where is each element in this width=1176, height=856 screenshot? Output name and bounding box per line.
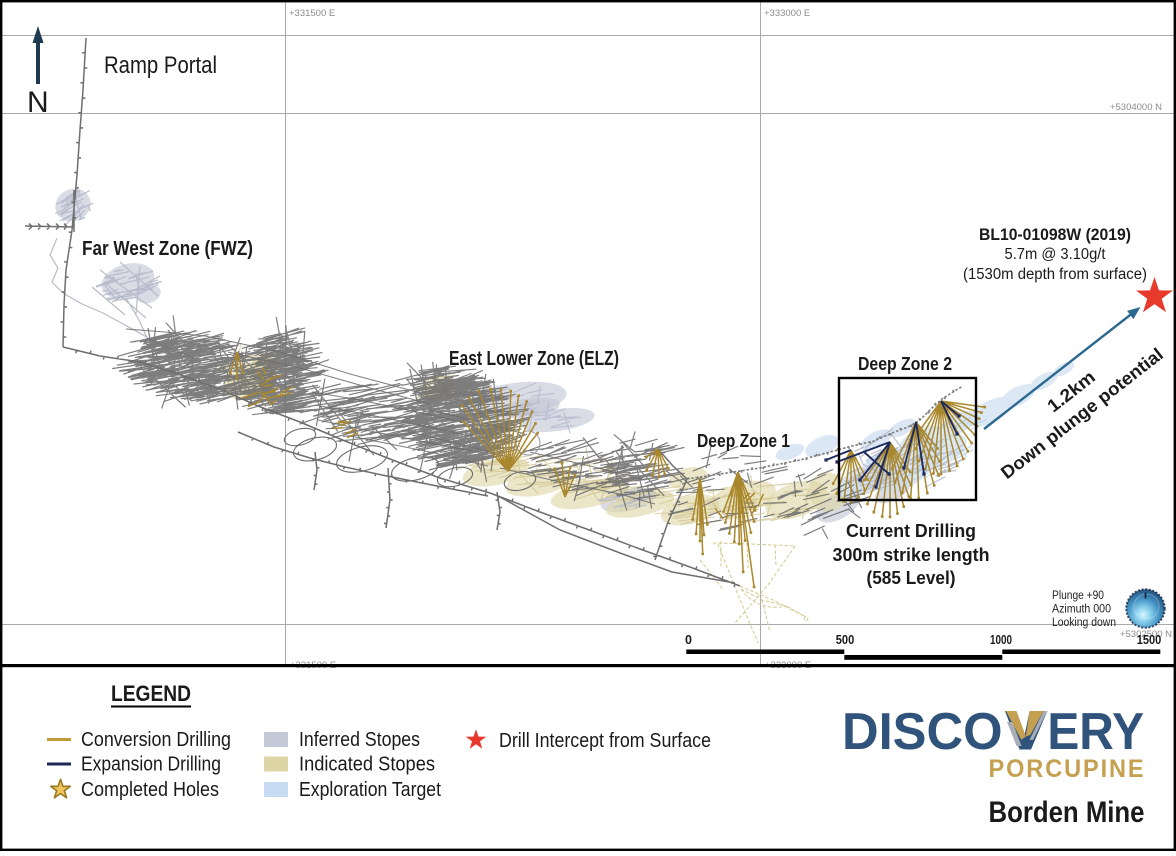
svg-text:1000: 1000 xyxy=(990,633,1012,647)
svg-text:Completed Holes: Completed Holes xyxy=(81,779,219,801)
svg-text:Far West Zone (FWZ): Far West Zone (FWZ) xyxy=(82,238,253,260)
svg-text:BL10-01098W (2019): BL10-01098W (2019) xyxy=(979,226,1131,244)
svg-text:N: N xyxy=(27,86,49,119)
svg-text:(1530m depth from surface): (1530m depth from surface) xyxy=(963,266,1147,283)
svg-text:Deep Zone 1: Deep Zone 1 xyxy=(697,431,790,451)
svg-text:500: 500 xyxy=(836,633,855,647)
svg-text:ERY: ERY xyxy=(1047,703,1144,761)
svg-text:Plunge +90: Plunge +90 xyxy=(1052,590,1104,602)
svg-text:+331500 E: +331500 E xyxy=(289,8,335,19)
svg-text:LEGEND: LEGEND xyxy=(111,681,191,706)
svg-text:+5302500 N: +5302500 N xyxy=(1120,629,1172,640)
svg-text:East Lower Zone (ELZ): East Lower Zone (ELZ) xyxy=(449,348,619,370)
svg-text:1500: 1500 xyxy=(1137,633,1162,647)
svg-text:PORCUPINE: PORCUPINE xyxy=(989,755,1146,783)
svg-text:Drill Intercept from Surface: Drill Intercept from Surface xyxy=(499,730,711,752)
svg-text:300m strike length: 300m strike length xyxy=(833,545,990,565)
svg-text:0: 0 xyxy=(685,633,692,647)
svg-text:Indicated Stopes: Indicated Stopes xyxy=(299,754,435,776)
svg-text:Azimuth 000: Azimuth 000 xyxy=(1052,604,1111,616)
svg-text:+5304000 N: +5304000 N xyxy=(1110,102,1162,113)
svg-text:DISCO: DISCO xyxy=(842,703,1003,761)
svg-text:5.7m @ 3.10g/t: 5.7m @ 3.10g/t xyxy=(1005,246,1107,263)
svg-text:Deep Zone 2: Deep Zone 2 xyxy=(858,354,952,374)
svg-text:Current Drilling: Current Drilling xyxy=(846,521,976,541)
svg-text:Expansion Drilling: Expansion Drilling xyxy=(81,754,221,776)
svg-text:Ramp Portal: Ramp Portal xyxy=(104,52,217,79)
svg-text:Exploration Target: Exploration Target xyxy=(299,779,441,801)
svg-text:Inferred Stopes: Inferred Stopes xyxy=(299,729,420,751)
svg-text:+333000 E: +333000 E xyxy=(764,8,810,19)
svg-text:Borden Mine: Borden Mine xyxy=(989,796,1145,829)
svg-text:Looking down: Looking down xyxy=(1052,617,1116,629)
svg-text:(585 Level): (585 Level) xyxy=(867,568,956,588)
svg-text:Conversion Drilling: Conversion Drilling xyxy=(81,729,231,751)
